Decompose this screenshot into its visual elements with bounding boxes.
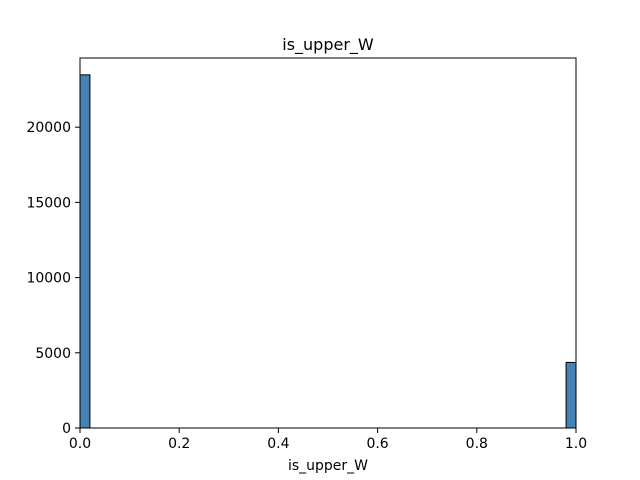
histogram-bar-1 <box>565 361 577 429</box>
histogram-bar-0 <box>79 74 91 429</box>
y-tick-label-2: 10000 <box>26 271 71 287</box>
y-axis-ticks: 0 5000 10000 15000 20000 <box>26 120 80 437</box>
y-tick-label-1: 5000 <box>35 346 71 362</box>
y-tick-label-4: 20000 <box>26 120 71 136</box>
x-axis-label: is_upper_W <box>288 458 368 474</box>
x-axis-ticks: 0.0 0.2 0.4 0.6 0.8 1.0 <box>69 428 587 452</box>
bars-group <box>79 74 577 429</box>
x-tick-label-4: 0.8 <box>466 436 488 452</box>
x-tick-label-3: 0.6 <box>366 436 388 452</box>
plot-frame <box>79 57 577 429</box>
chart-title: is_upper_W <box>282 35 374 55</box>
x-tick-label-2: 0.4 <box>267 436 289 452</box>
x-tick-label-1: 0.2 <box>168 436 190 452</box>
x-tick-label-5: 1.0 <box>565 436 587 452</box>
x-tick-label-0: 0.0 <box>69 436 91 452</box>
y-tick-label-3: 15000 <box>26 195 71 211</box>
y-tick-label-0: 0 <box>62 421 71 437</box>
